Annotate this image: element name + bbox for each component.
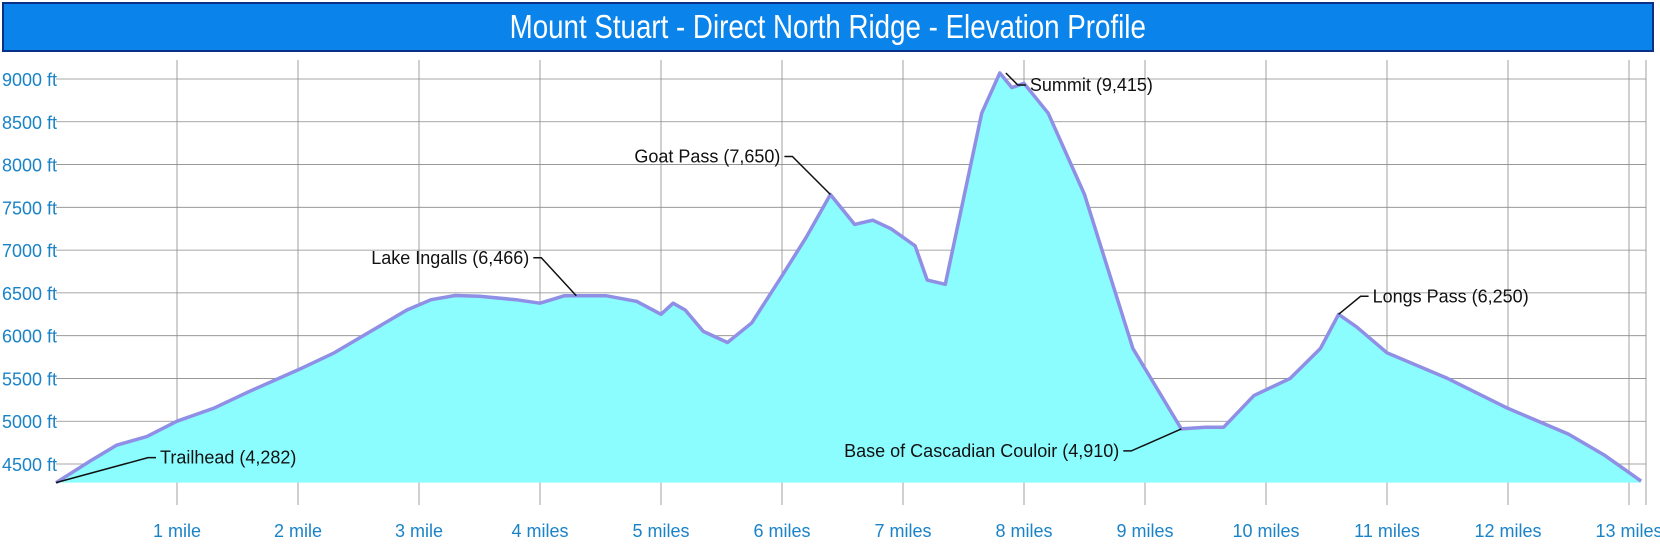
elevation-area	[56, 73, 1642, 483]
annotation-leader	[55, 456, 156, 484]
x-tick-label: 11 miles	[1354, 521, 1420, 541]
annotation-label: Goat Pass (7,650)	[634, 147, 780, 167]
annotation-leader	[784, 155, 831, 196]
y-tick-label: 6500 ft	[2, 284, 57, 304]
y-tick-label: 8500 ft	[2, 113, 57, 133]
x-tick-label: 8 miles	[995, 521, 1052, 541]
annotation-leader	[1005, 72, 1026, 86]
x-tick-label: 13 miles	[1595, 521, 1660, 541]
y-tick-label: 5000 ft	[2, 412, 57, 432]
y-tick-label: 5500 ft	[2, 369, 57, 389]
y-tick-label: 9000 ft	[2, 70, 57, 90]
y-tick-label: 7500 ft	[2, 198, 57, 218]
x-tick-label: 4 miles	[511, 521, 568, 541]
annotation-label: Trailhead (4,282)	[160, 448, 296, 468]
annotation-label: Longs Pass (6,250)	[1373, 286, 1529, 306]
annotation: Goat Pass (7,650)	[634, 147, 831, 196]
x-tick-label: 3 mile	[395, 521, 443, 541]
x-tick-label: 10 miles	[1232, 521, 1299, 541]
y-tick-label: 7000 ft	[2, 241, 57, 261]
annotation: Base of Cascadian Couloir (4,910)	[844, 428, 1182, 461]
annotation-leader	[533, 257, 577, 297]
elevation-area-layer	[55, 71, 1643, 485]
x-tick-label: 7 miles	[874, 521, 931, 541]
x-tick-label: 12 miles	[1474, 521, 1541, 541]
x-tick-label: 2 mile	[274, 521, 322, 541]
y-tick-label: 6000 ft	[2, 327, 57, 347]
annotation-leader	[1338, 295, 1369, 315]
y-axis-ticks: 4500 ft 5000 ft 5500 ft 6000 ft 6500 ft 7000 …	[2, 70, 57, 475]
annotation: Summit (9,415)	[1005, 72, 1153, 95]
x-tick-label: 1 mile	[153, 521, 201, 541]
y-tick-label: 8000 ft	[2, 156, 57, 176]
annotations: Trailhead (4,282) Lake Ingalls (6,466) Goa…	[55, 72, 1529, 484]
x-tick-label: 5 miles	[632, 521, 689, 541]
x-axis-ticks: 1 mile 2 mile 3 mile 4 miles 5 miles 6 miles 7…	[153, 521, 1660, 541]
chart-title-bar: Mount Stuart - Direct North Ridge - Elev…	[2, 2, 1654, 52]
annotation-label: Lake Ingalls (6,466)	[371, 248, 529, 268]
annotation: Trailhead (4,282)	[55, 448, 296, 484]
x-tick-label: 6 miles	[753, 521, 810, 541]
annotation-label: Summit (9,415)	[1030, 75, 1153, 95]
annotation: Longs Pass (6,250)	[1338, 286, 1529, 315]
annotation-label: Base of Cascadian Couloir (4,910)	[844, 441, 1119, 461]
annotation: Lake Ingalls (6,466)	[371, 248, 577, 297]
x-tick-label: 9 miles	[1116, 521, 1173, 541]
chart-title: Mount Stuart - Direct North Ridge - Elev…	[509, 8, 1147, 45]
annotation-leader	[1123, 428, 1182, 452]
y-tick-label: 4500 ft	[2, 455, 57, 475]
